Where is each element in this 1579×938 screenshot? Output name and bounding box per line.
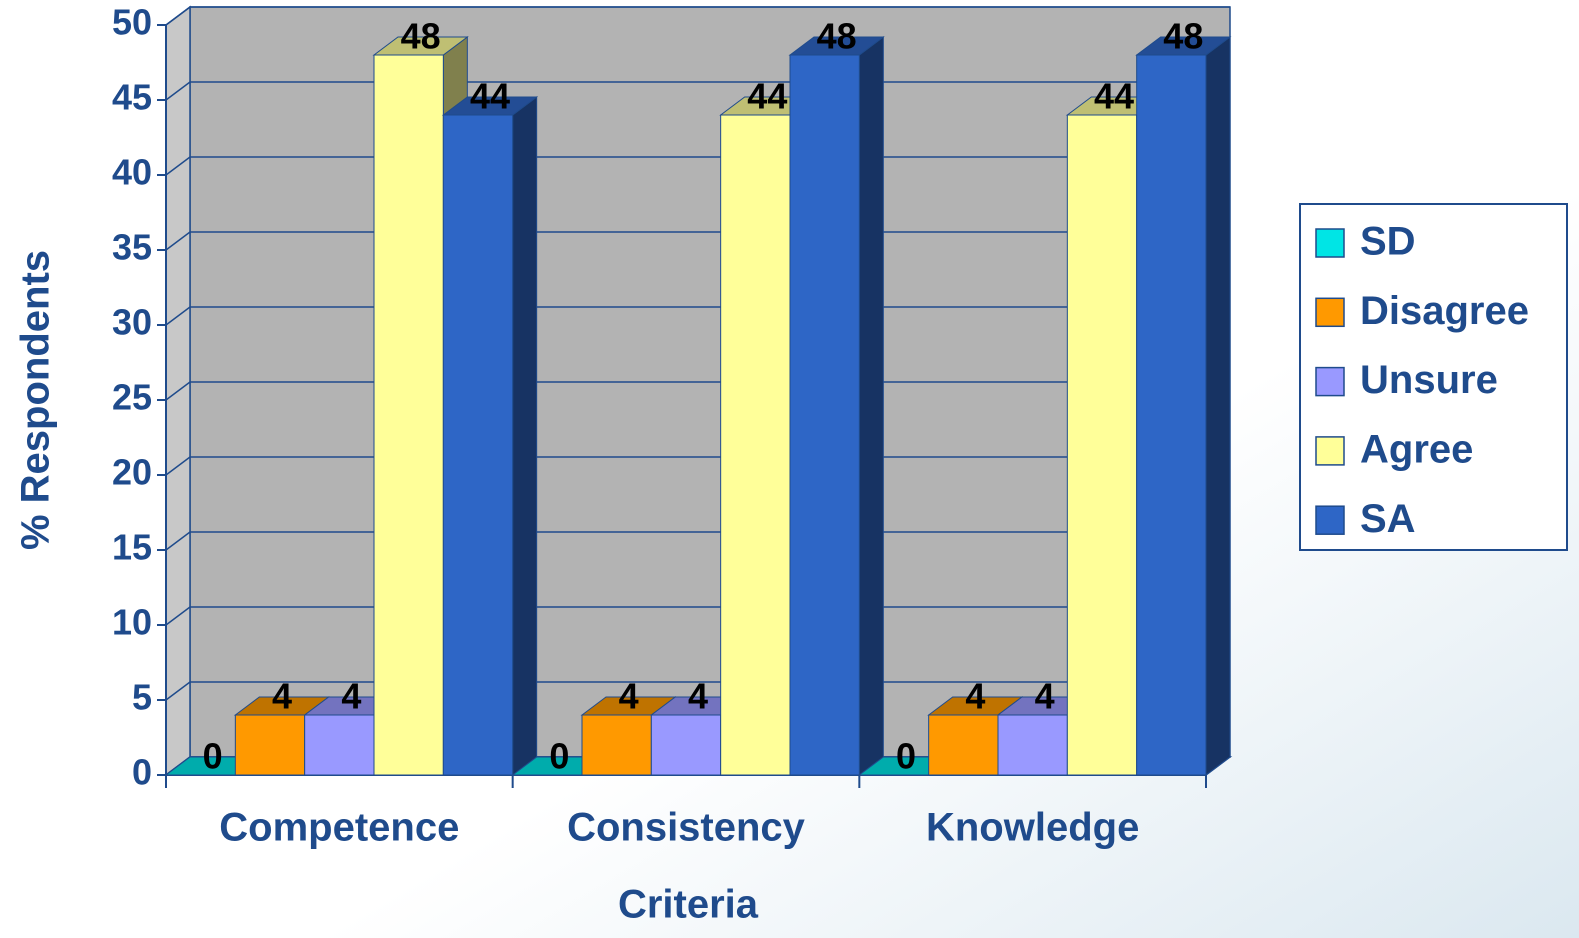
bar xyxy=(789,54,860,776)
value-label: 48 xyxy=(1163,16,1203,57)
bar-side xyxy=(512,96,538,776)
value-label: 0 xyxy=(549,736,569,777)
y-tick-label: 25 xyxy=(112,377,152,418)
y-tick-label: 15 xyxy=(112,527,152,568)
bar xyxy=(650,714,722,776)
y-tick-label: 35 xyxy=(112,227,152,268)
value-label: 48 xyxy=(817,16,857,57)
y-tick-label: 45 xyxy=(112,77,152,118)
bar-side xyxy=(1205,36,1231,776)
y-tick-label: 0 xyxy=(132,752,152,793)
legend-swatch xyxy=(1315,436,1345,466)
value-label: 4 xyxy=(272,676,292,717)
bar xyxy=(720,114,791,776)
bar xyxy=(234,714,306,776)
bar-side xyxy=(858,36,884,776)
value-label: 44 xyxy=(747,76,787,117)
x-tick-label: Knowledge xyxy=(926,806,1139,850)
value-label: 4 xyxy=(341,676,361,717)
legend-label: SD xyxy=(1360,220,1416,264)
x-tick-label: Competence xyxy=(219,806,459,850)
bar xyxy=(1066,114,1138,776)
bar xyxy=(928,714,999,776)
value-label: 44 xyxy=(470,76,510,117)
value-label: 4 xyxy=(688,676,708,717)
x-tick-label: Consistency xyxy=(567,806,806,850)
legend-swatch xyxy=(1315,228,1345,258)
value-label: 4 xyxy=(1035,676,1055,717)
y-axis-label: % Respondents xyxy=(14,250,58,550)
bar xyxy=(304,714,375,776)
bar xyxy=(442,114,514,776)
x-axis-label: Criteria xyxy=(618,883,759,927)
legend-label: Unsure xyxy=(1360,358,1498,402)
legend-label: Disagree xyxy=(1360,289,1529,333)
legend-swatch xyxy=(1315,505,1345,535)
y-tick-label: 5 xyxy=(132,677,152,718)
bar xyxy=(1136,54,1207,776)
y-tick-label: 50 xyxy=(112,2,152,43)
y-tick-label: 10 xyxy=(112,602,152,643)
value-label: 44 xyxy=(1094,76,1134,117)
value-label: 0 xyxy=(203,736,223,777)
y-tick-label: 30 xyxy=(112,302,152,343)
value-label: 4 xyxy=(619,676,639,717)
grid-line xyxy=(165,6,1230,26)
y-tick-label: 40 xyxy=(112,152,152,193)
y-tick-label: 20 xyxy=(112,452,152,493)
bar xyxy=(997,714,1068,776)
value-label: 4 xyxy=(965,676,985,717)
value-label: 0 xyxy=(896,736,916,777)
legend-swatch xyxy=(1315,297,1345,328)
legend-swatch xyxy=(1315,366,1345,397)
legend-label: Agree xyxy=(1360,427,1473,471)
bar xyxy=(373,54,444,776)
value-label: 48 xyxy=(401,16,441,57)
bar xyxy=(581,714,652,776)
legend-label: SA xyxy=(1360,497,1416,541)
